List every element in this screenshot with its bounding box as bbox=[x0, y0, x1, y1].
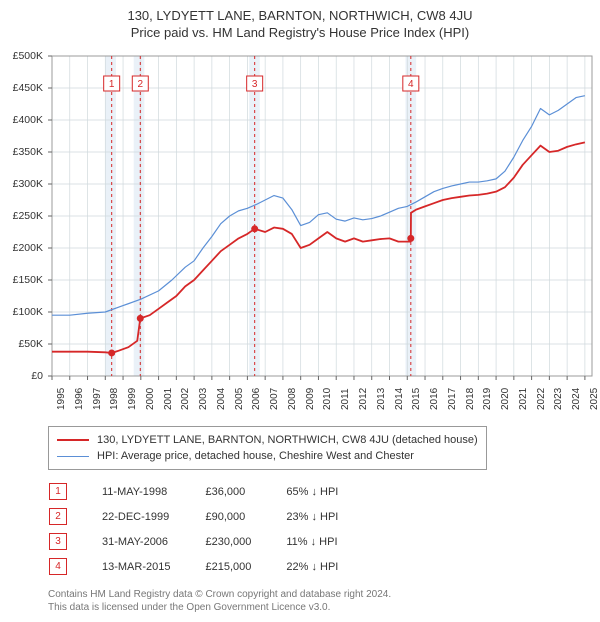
table-row: 2 22-DEC-1999 £90,000 23% ↓ HPI bbox=[48, 507, 372, 526]
tx-marker: 1 bbox=[49, 483, 67, 500]
footer-line: Contains HM Land Registry data © Crown c… bbox=[48, 589, 391, 600]
tx-date: 22-DEC-1999 bbox=[101, 507, 204, 526]
x-axis-label: 2023 bbox=[553, 388, 564, 410]
x-axis-label: 2022 bbox=[536, 388, 547, 410]
x-axis-label: 1998 bbox=[109, 388, 120, 410]
x-axis-label: 2008 bbox=[287, 388, 298, 410]
legend-row: HPI: Average price, detached house, Ches… bbox=[57, 448, 478, 464]
y-axis-label: £400K bbox=[13, 114, 43, 126]
tx-date: 31-MAY-2006 bbox=[101, 532, 204, 551]
tx-marker: 3 bbox=[49, 533, 67, 550]
x-axis-label: 2018 bbox=[465, 388, 476, 410]
y-axis-label: £100K bbox=[13, 306, 43, 318]
x-axis-label: 2009 bbox=[305, 388, 316, 410]
tx-price: £90,000 bbox=[204, 507, 285, 526]
x-axis-label: 2016 bbox=[429, 388, 440, 410]
transactions-table: 1 11-MAY-1998 £36,000 65% ↓ HPI 2 22-DEC… bbox=[48, 476, 372, 582]
y-axis-label: £0 bbox=[31, 370, 43, 382]
footer-attribution: Contains HM Land Registry data © Crown c… bbox=[48, 588, 588, 614]
y-axis-label: £300K bbox=[13, 178, 43, 190]
chart-title-address: 130, LYDYETT LANE, BARNTON, NORTHWICH, C… bbox=[4, 8, 596, 23]
table-row: 3 31-MAY-2006 £230,000 11% ↓ HPI bbox=[48, 532, 372, 551]
svg-text:4: 4 bbox=[408, 79, 414, 90]
tx-price: £36,000 bbox=[204, 482, 285, 501]
x-axis-label: 1995 bbox=[56, 388, 67, 410]
y-axis-label: £350K bbox=[13, 146, 43, 158]
x-axis-label: 2007 bbox=[269, 388, 280, 410]
x-axis-label: 2010 bbox=[322, 388, 333, 410]
svg-text:2: 2 bbox=[138, 79, 144, 90]
tx-price: £215,000 bbox=[204, 557, 285, 576]
chart-area: 1 2 3 4 £0 £50K £100K £150K £200K £250K £300K £350… bbox=[4, 48, 596, 418]
x-axis-label: 2017 bbox=[447, 388, 458, 410]
legend-swatch bbox=[57, 456, 89, 457]
tx-delta: 23% ↓ HPI bbox=[285, 507, 372, 526]
x-axis-label: 2013 bbox=[376, 388, 387, 410]
legend-label: 130, LYDYETT LANE, BARNTON, NORTHWICH, C… bbox=[97, 434, 478, 446]
y-axis-label: £50K bbox=[18, 338, 43, 350]
x-axis-label: 2021 bbox=[518, 388, 529, 410]
table-row: 1 11-MAY-1998 £36,000 65% ↓ HPI bbox=[48, 482, 372, 501]
x-axis-label: 2005 bbox=[234, 388, 245, 410]
y-axis-label: £150K bbox=[13, 274, 43, 286]
x-axis-label: 2020 bbox=[500, 388, 511, 410]
legend-swatch bbox=[57, 439, 89, 441]
x-axis-label: 2024 bbox=[571, 388, 582, 410]
x-axis-label: 2011 bbox=[340, 388, 351, 410]
chart-container: 130, LYDYETT LANE, BARNTON, NORTHWICH, C… bbox=[0, 0, 600, 622]
x-axis-label: 2012 bbox=[358, 388, 369, 410]
x-axis-label: 2001 bbox=[163, 388, 174, 410]
svg-text:1: 1 bbox=[109, 79, 115, 90]
footer-line: This data is licensed under the Open Gov… bbox=[48, 602, 330, 613]
x-axis-label: 2014 bbox=[394, 388, 405, 410]
x-axis-label: 2000 bbox=[145, 388, 156, 410]
tx-date: 11-MAY-1998 bbox=[101, 482, 204, 501]
tx-price: £230,000 bbox=[204, 532, 285, 551]
tx-marker: 2 bbox=[49, 508, 67, 525]
x-axis-label: 2019 bbox=[482, 388, 493, 410]
chart-svg: 1 2 3 4 bbox=[4, 48, 596, 418]
x-axis-label: 1996 bbox=[74, 388, 85, 410]
x-axis-label: 2004 bbox=[216, 388, 227, 410]
tx-delta: 11% ↓ HPI bbox=[285, 532, 372, 551]
x-axis-label: 1999 bbox=[127, 388, 138, 410]
legend-row: 130, LYDYETT LANE, BARNTON, NORTHWICH, C… bbox=[57, 432, 478, 448]
tx-delta: 22% ↓ HPI bbox=[285, 557, 372, 576]
y-axis-label: £200K bbox=[13, 242, 43, 254]
y-axis-label: £450K bbox=[13, 82, 43, 94]
tx-delta: 65% ↓ HPI bbox=[285, 482, 372, 501]
x-axis-label: 1997 bbox=[92, 388, 103, 410]
tx-date: 13-MAR-2015 bbox=[101, 557, 204, 576]
x-axis-label: 2015 bbox=[411, 388, 422, 410]
x-axis-label: 2002 bbox=[180, 388, 191, 410]
table-row: 4 13-MAR-2015 £215,000 22% ↓ HPI bbox=[48, 557, 372, 576]
x-axis-label: 2003 bbox=[198, 388, 209, 410]
svg-text:3: 3 bbox=[252, 79, 258, 90]
y-axis-label: £250K bbox=[13, 210, 43, 222]
chart-title-subtitle: Price paid vs. HM Land Registry's House … bbox=[4, 25, 596, 40]
x-axis-label: 2025 bbox=[589, 388, 600, 410]
legend: 130, LYDYETT LANE, BARNTON, NORTHWICH, C… bbox=[48, 426, 487, 470]
y-axis-label: £500K bbox=[13, 50, 43, 62]
x-axis-label: 2006 bbox=[251, 388, 262, 410]
tx-marker: 4 bbox=[49, 558, 67, 575]
legend-label: HPI: Average price, detached house, Ches… bbox=[97, 450, 414, 462]
